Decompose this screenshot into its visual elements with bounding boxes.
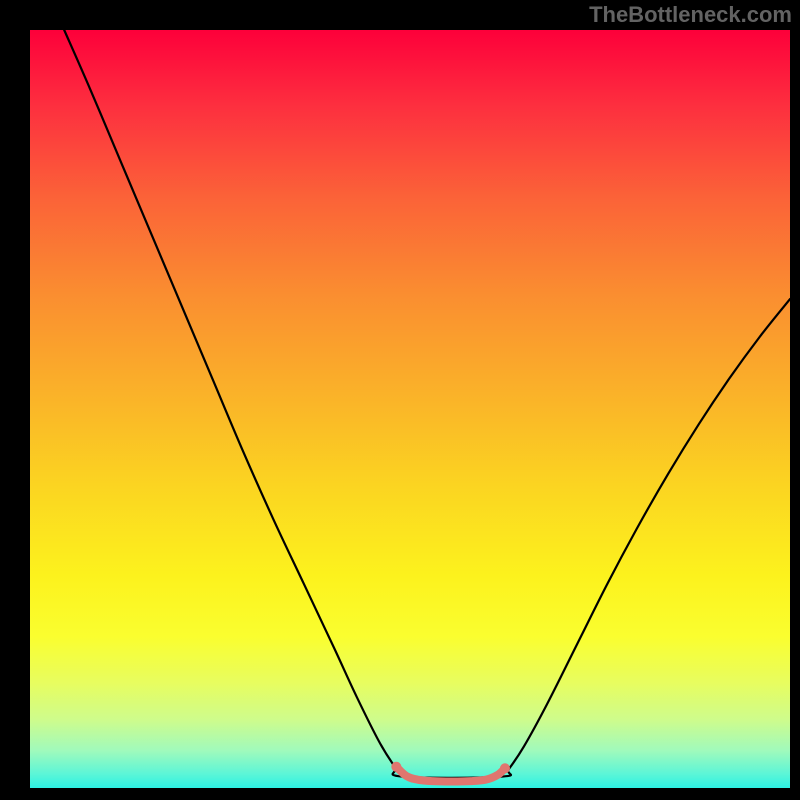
watermark-text: TheBottleneck.com <box>589 2 792 28</box>
chart-root: TheBottleneck.com <box>0 0 800 800</box>
trough-marker-1 <box>500 763 510 773</box>
plot-background <box>30 30 790 788</box>
chart-svg <box>0 0 800 800</box>
trough-marker-0 <box>391 762 401 772</box>
